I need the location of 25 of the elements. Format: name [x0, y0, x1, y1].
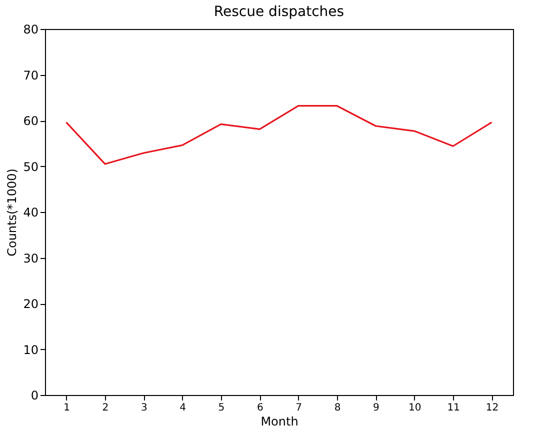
y-tick-label: 20: [23, 297, 38, 311]
y-tick-label: 70: [23, 68, 38, 82]
chart-title: Rescue dispatches: [214, 4, 344, 20]
x-tick-label: 10: [408, 402, 422, 414]
y-tick-label: 40: [23, 206, 38, 220]
x-tick-label: 2: [102, 402, 109, 414]
y-tick-label: 80: [23, 22, 38, 36]
x-tick-label: 1: [64, 402, 70, 414]
y-tick-label: 60: [23, 114, 38, 128]
x-axis-title: Month: [260, 414, 298, 428]
y-tick-label: 0: [30, 388, 38, 402]
line-series: [65, 105, 493, 165]
x-tick-label: 5: [218, 402, 225, 414]
x-tick-label: 7: [296, 402, 302, 414]
x-tick-label: 4: [180, 402, 186, 414]
y-axis-title: Counts(*1000): [5, 168, 20, 256]
y-tick-label: 10: [23, 342, 38, 357]
y-tick-label: 50: [23, 160, 38, 174]
x-tick-label: 6: [256, 402, 264, 414]
x-tick-label: 3: [140, 402, 148, 414]
x-tick-label: 8: [334, 402, 341, 414]
x-tick-label: 11: [447, 402, 460, 414]
y-tick-label: 30: [23, 251, 38, 266]
x-tick-label: 9: [373, 402, 380, 414]
x-tick-label: 12: [486, 402, 499, 414]
